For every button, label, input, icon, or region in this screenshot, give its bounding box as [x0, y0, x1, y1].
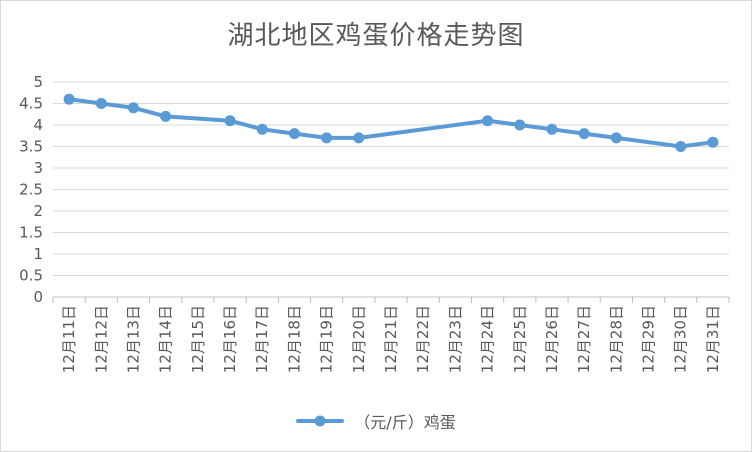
data-point — [675, 141, 687, 152]
x-tick-label: 12月11日 — [60, 305, 78, 373]
y-tick-label: 0.5 — [19, 267, 43, 285]
data-point — [160, 110, 172, 122]
data-point — [256, 123, 268, 135]
x-tick-label: 12月28日 — [607, 305, 625, 373]
x-tick-label: 12月23日 — [446, 305, 464, 373]
y-tick-label: 2.5 — [19, 181, 43, 199]
y-tick-label: 0 — [33, 288, 43, 306]
x-tick-label: 12月18日 — [285, 305, 303, 373]
y-tick-label: 3.5 — [19, 138, 43, 156]
y-tick-label: 4 — [33, 116, 43, 134]
y-tick-label: 2 — [33, 202, 43, 220]
y-tick-label: 3 — [33, 159, 43, 177]
legend-swatch — [296, 415, 345, 427]
x-tick-label: 12月20日 — [350, 305, 368, 373]
data-point — [321, 132, 333, 144]
legend: （元/斤）鸡蛋 — [1, 409, 751, 433]
y-tick-label: 1.5 — [19, 224, 43, 242]
data-point — [127, 102, 139, 114]
y-tick-label: 1 — [33, 245, 43, 263]
data-point — [514, 119, 526, 131]
x-tick-label: 12月31日 — [704, 305, 722, 373]
x-tick-label: 12月21日 — [382, 305, 400, 373]
data-point — [63, 93, 75, 105]
y-tick-label: 5 — [33, 73, 43, 91]
y-tick-label: 4.5 — [19, 95, 43, 113]
data-point — [288, 128, 300, 140]
chart-title: 湖北地区鸡蛋价格走势图 — [227, 21, 525, 51]
x-tick-label: 12月17日 — [253, 305, 271, 373]
data-point — [578, 128, 590, 140]
legend-label: （元/斤）鸡蛋 — [354, 413, 456, 432]
x-tick-label: 12月26日 — [543, 305, 561, 373]
x-tick-label: 12月14日 — [157, 305, 175, 373]
data-point — [546, 123, 558, 135]
data-point — [482, 115, 494, 127]
x-tick-label: 12月29日 — [640, 305, 658, 373]
x-tick-label: 12月27日 — [575, 305, 593, 373]
x-tick-label: 12月30日 — [672, 305, 690, 373]
data-point — [353, 132, 365, 144]
x-tick-label: 12月19日 — [318, 305, 336, 373]
x-tick-label: 12月15日 — [189, 305, 207, 373]
series-line — [67, 97, 715, 149]
x-tick-label: 12月16日 — [221, 305, 239, 373]
data-point — [707, 136, 719, 148]
data-point — [95, 98, 107, 109]
x-tick-label: 12月12日 — [92, 305, 110, 373]
x-tick-label: 12月25日 — [511, 305, 529, 373]
x-tick-label: 12月22日 — [414, 305, 432, 373]
x-tick-label: 12月13日 — [124, 305, 142, 373]
data-point — [610, 132, 622, 144]
chart-plot: 0 0.5 1 1.5 2 2.5 3 3.5 4 4.5 5 12月11日 12月12日 12月13日 1… — [19, 73, 730, 373]
x-tick-label: 12月24日 — [479, 305, 497, 373]
data-point — [224, 115, 236, 127]
